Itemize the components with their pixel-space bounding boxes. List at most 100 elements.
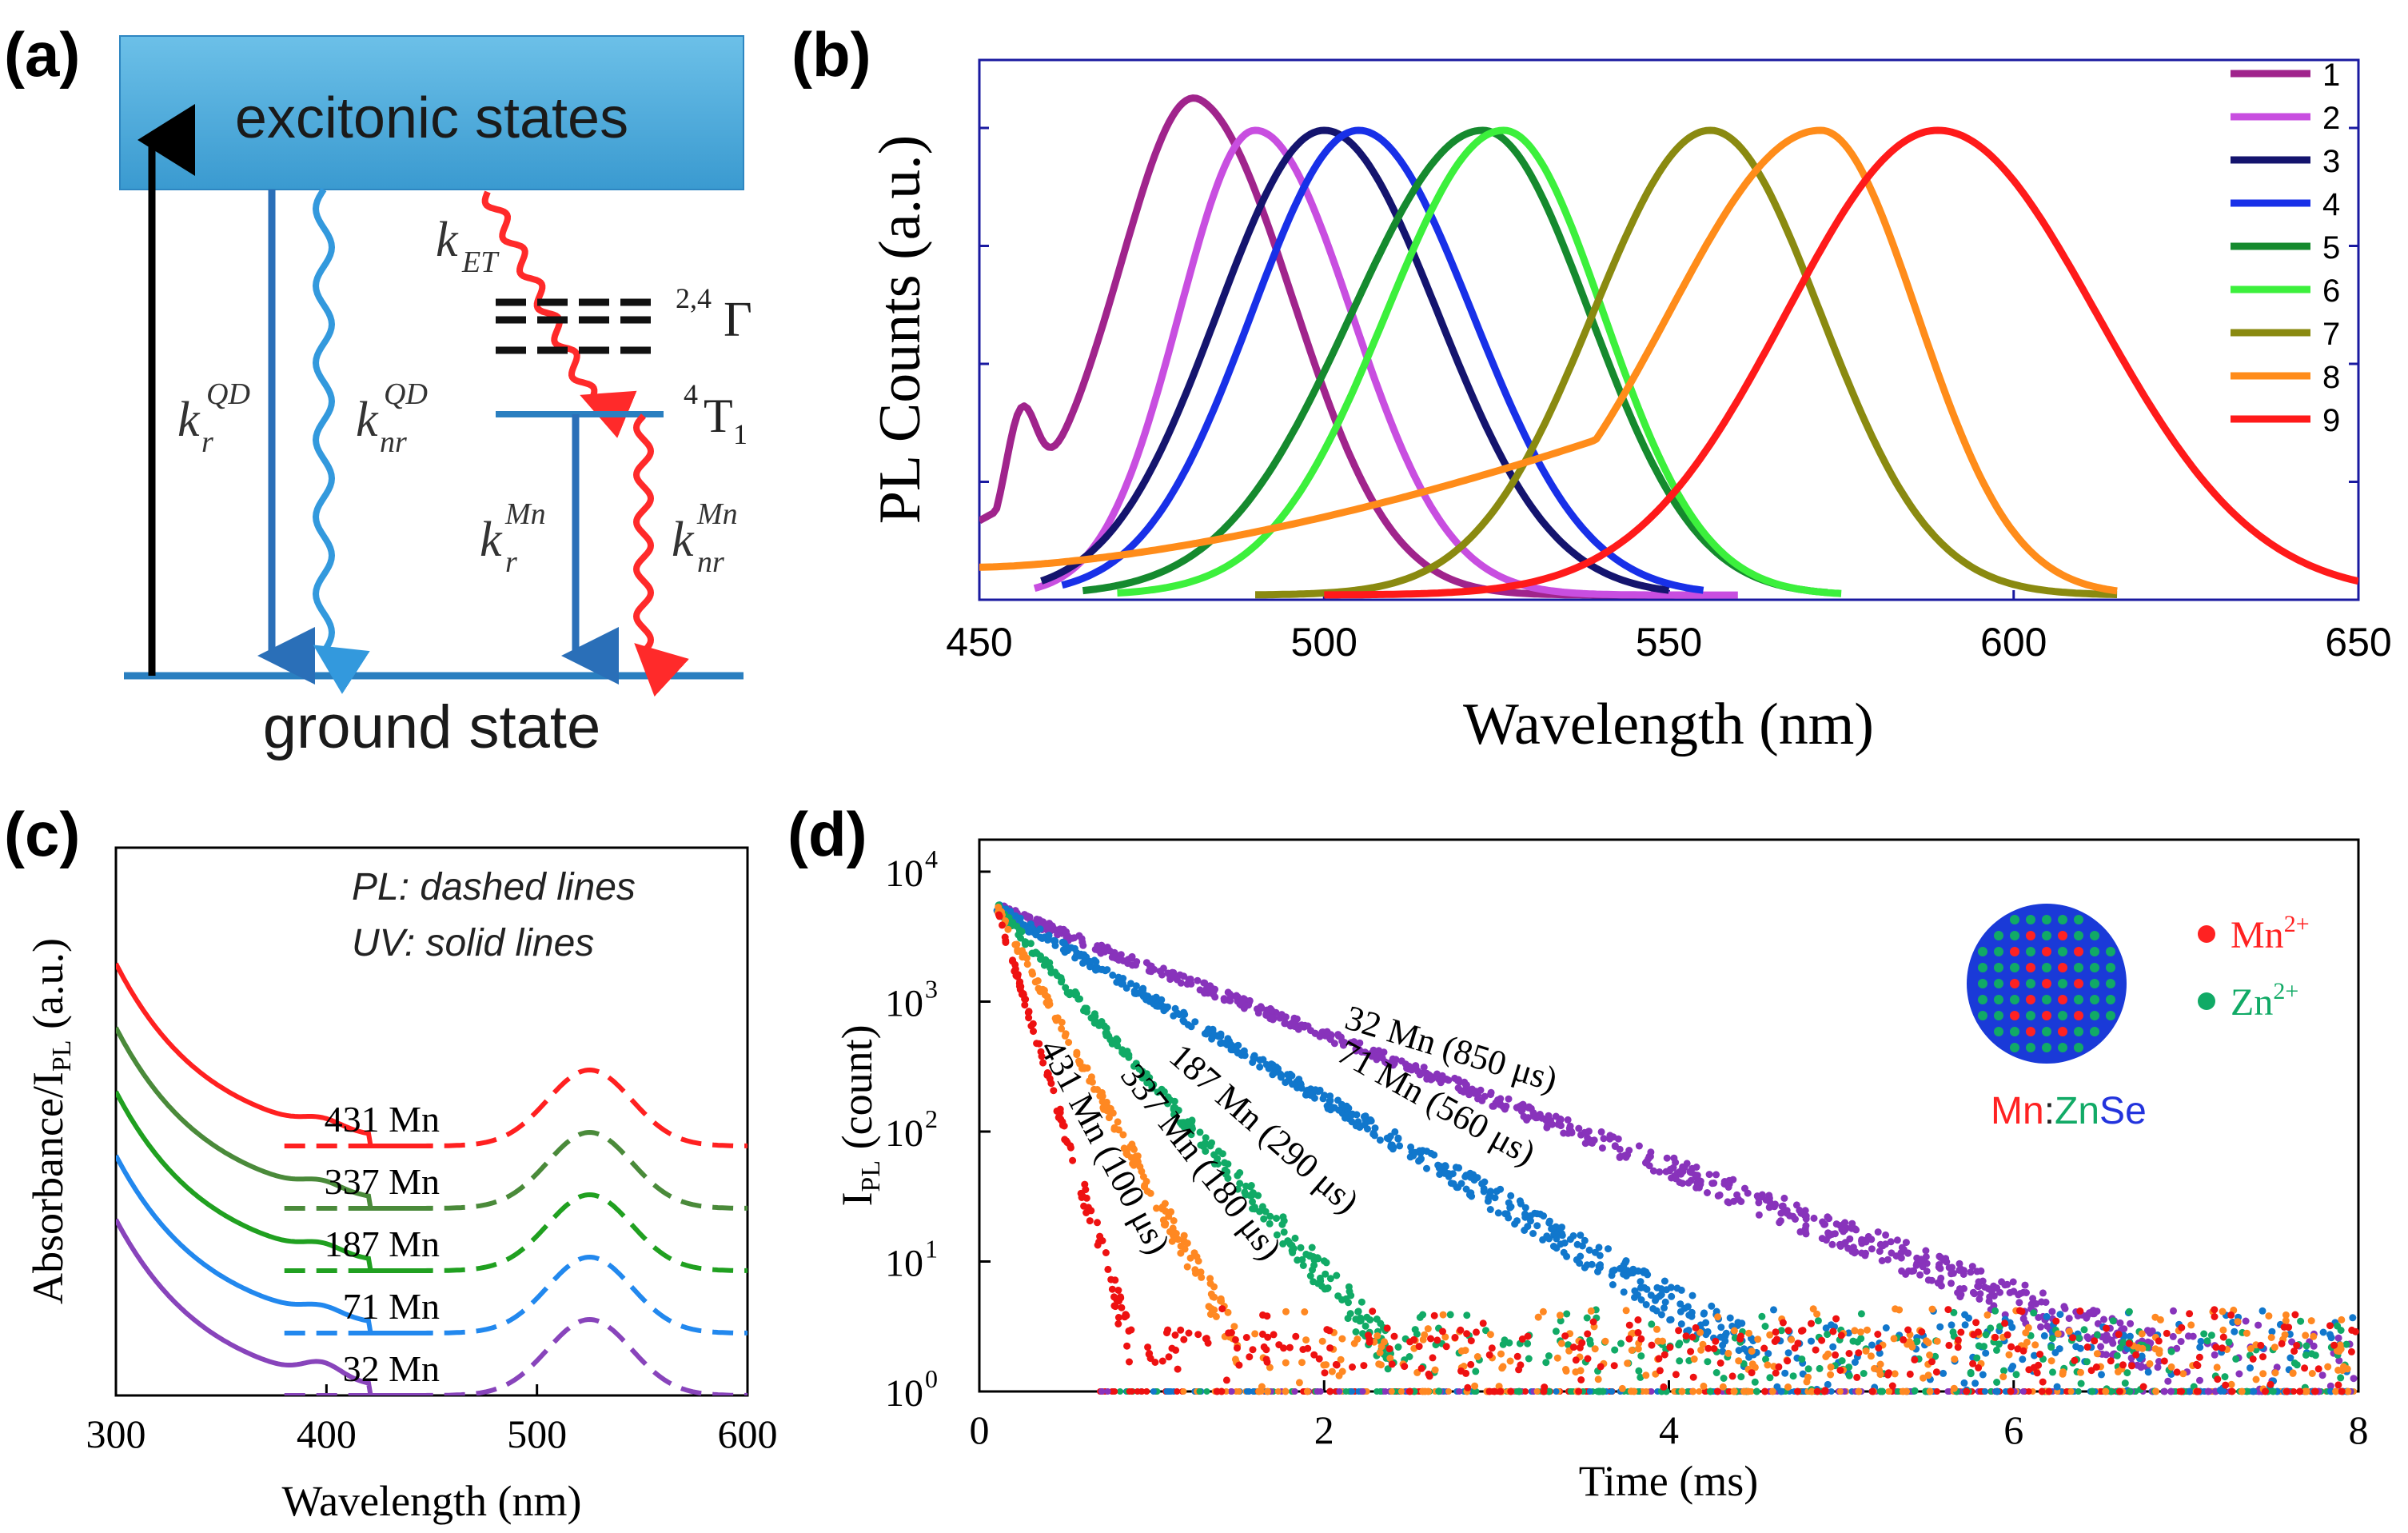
lattice-dot bbox=[1994, 931, 2003, 940]
series-point-4 bbox=[1102, 1249, 1110, 1256]
series-point-1 bbox=[2031, 1351, 2038, 1359]
series-point-1 bbox=[1521, 1204, 1529, 1212]
series-point-0 bbox=[1724, 1184, 1732, 1191]
series-point-1 bbox=[1940, 1369, 1948, 1377]
series-point-0 bbox=[1848, 1220, 1856, 1228]
series-point-1 bbox=[1764, 1350, 1772, 1358]
series-point-4 bbox=[1001, 933, 1009, 941]
lattice-dot bbox=[2106, 963, 2115, 972]
series-point-4 bbox=[1218, 1305, 1226, 1313]
series-point-0 bbox=[1266, 1004, 1274, 1012]
series-point-3 bbox=[2282, 1317, 2290, 1325]
series-point-4 bbox=[1829, 1327, 1837, 1335]
series-point-4 bbox=[1270, 1331, 1278, 1339]
series-point-2 bbox=[1322, 1259, 1330, 1267]
series-point-4 bbox=[1246, 1353, 1254, 1361]
series-point-3 bbox=[2234, 1318, 2242, 1326]
series-point-3 bbox=[1217, 1297, 1225, 1305]
series-point-0 bbox=[1387, 1059, 1395, 1067]
series-point-2 bbox=[1234, 1185, 1242, 1193]
series-point-1 bbox=[2268, 1327, 2276, 1335]
series-point-4 bbox=[2115, 1331, 2123, 1339]
panel-c: (c) 300 400 500 600 431 Mn 337 Mn 187 Mn 71 Mn… bbox=[4, 799, 778, 1525]
series-point-0 bbox=[1967, 1268, 1975, 1276]
series-point-0 bbox=[1433, 1070, 1441, 1078]
series-point-0 bbox=[1180, 972, 1188, 980]
series-point-1 bbox=[1553, 1230, 1561, 1238]
series-point-4 bbox=[1945, 1341, 1953, 1349]
series-point-1 bbox=[1640, 1268, 1648, 1276]
series-point-0 bbox=[1729, 1176, 1737, 1184]
series-point-3 bbox=[1864, 1326, 1871, 1334]
series-point-2 bbox=[1993, 1379, 2001, 1386]
series-point-4 bbox=[1234, 1344, 1241, 1352]
pl-line-431-Mn bbox=[284, 1067, 748, 1148]
series-point-0 bbox=[1204, 985, 1212, 993]
series-point-2 bbox=[2293, 1361, 2301, 1369]
ytick-label-d: 10 bbox=[885, 852, 923, 895]
t1-label: 4 T 1 bbox=[684, 378, 748, 450]
series-point-0 bbox=[1884, 1256, 1892, 1264]
series-point-4 bbox=[1081, 1180, 1089, 1188]
series-point-3 bbox=[1556, 1311, 1564, 1319]
series-point-2 bbox=[1066, 991, 1074, 999]
series-point-0 bbox=[1860, 1236, 1868, 1244]
series-point-3 bbox=[1165, 1212, 1173, 1220]
series-point-1 bbox=[1588, 1260, 1596, 1268]
series-point-0 bbox=[2029, 1295, 2037, 1303]
series-point-4 bbox=[1660, 1351, 1668, 1359]
series-point-4 bbox=[1485, 1387, 1493, 1395]
series-point-3 bbox=[1928, 1305, 1936, 1313]
panel-label-d: (d) bbox=[787, 799, 867, 869]
series-point-2 bbox=[1196, 1128, 1204, 1136]
series-point-0 bbox=[1478, 1096, 1486, 1104]
series-point-0 bbox=[1957, 1291, 1965, 1299]
series-point-3 bbox=[1183, 1240, 1191, 1248]
series-point-3 bbox=[1891, 1370, 1899, 1378]
series-point-4 bbox=[2039, 1378, 2047, 1386]
series-point-0 bbox=[1108, 953, 1116, 961]
baseline-point bbox=[1126, 1388, 1133, 1395]
ket-label: k ET bbox=[436, 213, 500, 279]
series-point-4 bbox=[1845, 1350, 1853, 1357]
series-point-3 bbox=[1020, 950, 1028, 958]
series-point-2 bbox=[1062, 984, 1070, 992]
series-point-3 bbox=[1134, 1158, 1142, 1166]
series-point-4 bbox=[1625, 1335, 1633, 1343]
series-point-4 bbox=[1713, 1387, 1721, 1395]
series-point-3 bbox=[2289, 1369, 2297, 1377]
lattice-dot bbox=[2010, 1027, 2019, 1036]
series-point-1 bbox=[1676, 1307, 1684, 1315]
series-point-4 bbox=[1507, 1387, 1515, 1395]
lattice-dot bbox=[2026, 963, 2035, 972]
series-point-0 bbox=[1616, 1145, 1624, 1153]
baseline-point bbox=[1609, 1388, 1616, 1395]
series-point-4 bbox=[2018, 1307, 2026, 1315]
series-point-4 bbox=[1033, 1040, 1041, 1048]
series-point-3 bbox=[1266, 1363, 1274, 1371]
series-label-c: 431 Mn bbox=[325, 1099, 440, 1140]
series-point-4 bbox=[1888, 1382, 1896, 1390]
series-point-1 bbox=[1109, 971, 1117, 979]
series-point-0 bbox=[1898, 1244, 1906, 1252]
series-point-2 bbox=[1158, 1088, 1166, 1096]
series-point-4 bbox=[2266, 1380, 2274, 1388]
series-point-1 bbox=[1641, 1283, 1649, 1291]
series-point-4 bbox=[1497, 1387, 1505, 1395]
series-point-4 bbox=[1818, 1336, 1826, 1344]
xtick-label-d: 6 bbox=[2003, 1407, 2023, 1452]
series-point-0 bbox=[1881, 1240, 1889, 1248]
series-point-4 bbox=[1561, 1332, 1569, 1340]
curves-c: 431 Mn 337 Mn 187 Mn 71 Mn 32 Mn bbox=[116, 962, 748, 1395]
series-point-4 bbox=[1524, 1332, 1532, 1340]
series-point-3 bbox=[1143, 1188, 1151, 1196]
series-point-4 bbox=[1388, 1360, 1396, 1368]
series-point-3 bbox=[1198, 1273, 1206, 1281]
series-point-4 bbox=[1260, 1343, 1268, 1351]
series-point-1 bbox=[2196, 1343, 2204, 1351]
series-point-2 bbox=[1777, 1327, 1785, 1335]
series-point-2 bbox=[1482, 1327, 1489, 1335]
series-point-2 bbox=[1266, 1220, 1274, 1228]
series-point-3 bbox=[2227, 1380, 2235, 1388]
